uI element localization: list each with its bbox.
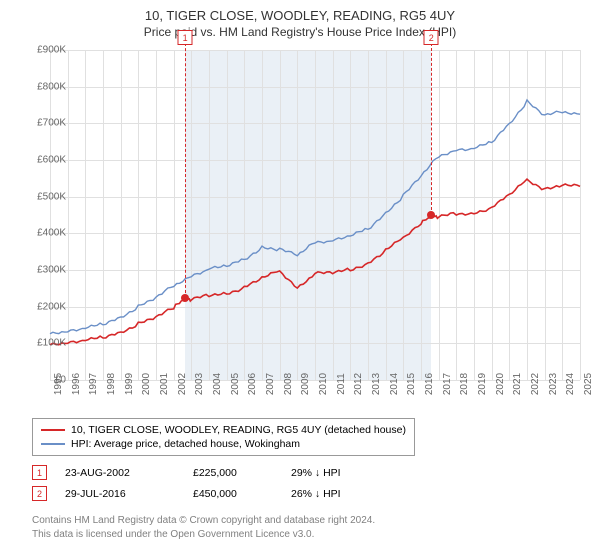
x-axis-label: 2002 [177,373,188,395]
transaction-marker: 1 [32,465,47,480]
x-axis-label: 2019 [477,373,488,395]
x-axis-label: 2000 [141,373,152,395]
x-axis-label: 1999 [124,373,135,395]
x-axis-label: 2017 [442,373,453,395]
x-axis-label: 1998 [106,373,117,395]
y-axis-label: £500K [6,191,66,202]
legend-label: 10, TIGER CLOSE, WOODLEY, READING, RG5 4… [71,424,406,436]
chart-subtitle: Price paid vs. HM Land Registry's House … [0,25,600,39]
legend: 10, TIGER CLOSE, WOODLEY, READING, RG5 4… [32,418,415,456]
marker-label: 1 [178,30,193,45]
x-axis-label: 2014 [389,373,400,395]
legend-item: 10, TIGER CLOSE, WOODLEY, READING, RG5 4… [41,423,406,437]
x-axis-label: 2010 [318,373,329,395]
x-axis-label: 2022 [530,373,541,395]
transaction-row: 1 23-AUG-2002 £225,000 29% ↓ HPI [32,462,391,483]
y-axis-label: £800K [6,81,66,92]
transaction-marker: 2 [32,486,47,501]
x-axis-label: 2016 [424,373,435,395]
x-axis-label: 2023 [548,373,559,395]
x-axis-label: 2020 [495,373,506,395]
x-axis-label: 2011 [336,373,347,395]
x-axis-label: 2015 [406,373,417,395]
chart-title-block: 10, TIGER CLOSE, WOODLEY, READING, RG5 4… [0,0,600,39]
series-property [50,179,580,345]
transaction-date: 23-AUG-2002 [65,467,175,479]
transaction-price: £450,000 [193,488,273,500]
y-axis-label: £600K [6,155,66,166]
grid-line [580,50,581,380]
y-axis-label: £900K [6,45,66,56]
footer-attribution: Contains HM Land Registry data © Crown c… [32,514,375,541]
plot-area: 12 [50,50,580,380]
price-chart-container: 10, TIGER CLOSE, WOODLEY, READING, RG5 4… [0,0,600,560]
x-axis-label: 1995 [53,373,64,395]
transactions-block: 1 23-AUG-2002 £225,000 29% ↓ HPI 2 29-JU… [32,462,391,504]
transaction-price: £225,000 [193,467,273,479]
legend-item: HPI: Average price, detached house, Woki… [41,437,406,451]
x-axis-label: 2025 [583,373,594,395]
x-axis-label: 2001 [159,373,170,395]
x-axis-label: 2013 [371,373,382,395]
x-axis-label: 2005 [230,373,241,395]
marker-dot [181,294,189,302]
x-axis-label: 2003 [194,373,205,395]
x-axis-label: 2012 [353,373,364,395]
x-axis-label: 2007 [265,373,276,395]
legend-swatch [41,443,65,445]
y-axis-label: £100K [6,338,66,349]
y-axis-label: £300K [6,265,66,276]
x-axis-label: 2009 [300,373,311,395]
legend-label: HPI: Average price, detached house, Woki… [71,438,300,450]
footer-line: This data is licensed under the Open Gov… [32,528,375,542]
footer-line: Contains HM Land Registry data © Crown c… [32,514,375,528]
y-axis-label: £400K [6,228,66,239]
x-axis-label: 2004 [212,373,223,395]
x-axis-label: 1997 [88,373,99,395]
x-axis-label: 2008 [283,373,294,395]
marker-dot [427,211,435,219]
marker-guideline [431,38,432,215]
x-axis-label: 2021 [512,373,523,395]
chart-title: 10, TIGER CLOSE, WOODLEY, READING, RG5 4… [0,8,600,23]
series-hpi [50,100,580,334]
legend-swatch [41,429,65,431]
transaction-date: 29-JUL-2016 [65,488,175,500]
transaction-delta: 29% ↓ HPI [291,467,391,479]
transaction-delta: 26% ↓ HPI [291,488,391,500]
x-axis-label: 1996 [71,373,82,395]
y-axis-label: £700K [6,118,66,129]
transaction-row: 2 29-JUL-2016 £450,000 26% ↓ HPI [32,483,391,504]
x-axis-label: 2018 [459,373,470,395]
marker-guideline [185,38,186,298]
chart-lines-svg [50,50,580,380]
x-axis-label: 2006 [247,373,258,395]
x-axis-label: 2024 [565,373,576,395]
marker-label: 2 [424,30,439,45]
y-axis-label: £200K [6,301,66,312]
